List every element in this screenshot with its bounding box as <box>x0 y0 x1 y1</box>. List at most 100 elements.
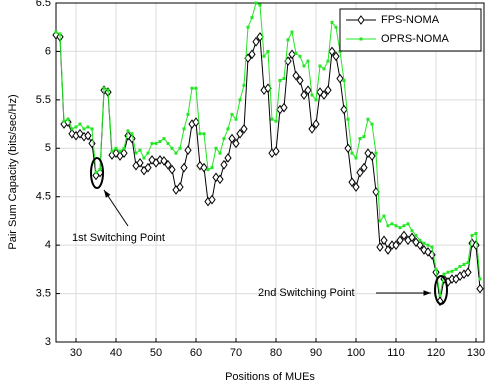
diamond-marker <box>316 87 324 97</box>
diamond-marker <box>252 36 260 47</box>
square-marker <box>442 272 446 276</box>
diamond-marker <box>216 174 224 185</box>
diamond-marker <box>160 156 168 166</box>
x-tick-label: 80 <box>270 347 282 359</box>
diamond-marker <box>468 238 476 249</box>
plot-frame <box>55 2 485 343</box>
diamond-marker <box>416 240 424 250</box>
diamond-marker <box>424 247 432 257</box>
x-tick-label: 90 <box>310 347 322 359</box>
square-marker <box>446 270 450 274</box>
x-tick-label: 110 <box>387 347 405 359</box>
diamond-marker <box>396 235 404 246</box>
diamond-marker <box>368 151 376 161</box>
x-tick-label: 130 <box>467 347 485 359</box>
y-tick-label: 4 <box>45 239 51 251</box>
diamond-marker <box>308 124 316 134</box>
diamond-marker <box>392 240 400 250</box>
square-marker <box>302 64 306 68</box>
square-marker <box>326 59 330 63</box>
square-marker <box>462 263 466 267</box>
diamond-marker <box>332 51 340 62</box>
x-tick-label: 30 <box>70 347 82 359</box>
square-marker <box>90 127 94 131</box>
square-marker <box>346 117 350 121</box>
legend-label: OPRS-NOMA <box>381 33 450 45</box>
square-marker <box>310 93 314 97</box>
square-marker <box>266 49 270 53</box>
square-marker <box>206 168 210 172</box>
arrow-head <box>104 190 111 198</box>
diamond-marker <box>400 230 408 241</box>
square-marker <box>374 151 378 155</box>
diamond-marker <box>228 133 236 144</box>
square-marker <box>94 171 98 174</box>
square-marker <box>222 137 226 141</box>
square-marker <box>166 141 170 145</box>
diamond-marker <box>292 70 300 81</box>
y-tick-label: 5.5 <box>36 94 51 106</box>
diamond-marker <box>220 159 228 170</box>
annotation-text: 2nd Switching Point <box>258 287 355 299</box>
y-tick-label: 4.5 <box>36 191 51 203</box>
square-marker <box>438 294 442 298</box>
plot-background <box>56 3 484 342</box>
diamond-marker <box>236 128 244 139</box>
diamond-marker <box>240 124 248 134</box>
square-marker <box>286 38 290 42</box>
annotation-ellipse <box>90 157 104 189</box>
diamond-marker <box>356 167 364 178</box>
diamond-marker <box>340 104 348 115</box>
square-marker <box>154 141 158 145</box>
square-marker <box>238 98 242 102</box>
annotation-ellipse <box>434 275 448 305</box>
annotation-text: 1st Switching Point <box>72 232 165 244</box>
square-marker <box>362 135 366 139</box>
square-marker <box>250 16 254 20</box>
square-marker <box>298 54 302 58</box>
square-marker <box>150 141 154 145</box>
square-marker <box>70 127 74 131</box>
square-marker <box>210 166 214 170</box>
square-marker <box>278 78 282 82</box>
diamond-marker <box>120 148 128 158</box>
square-marker <box>134 151 138 155</box>
square-marker <box>294 51 298 55</box>
diamond-marker <box>296 75 304 86</box>
square-marker <box>102 86 106 90</box>
square-marker <box>454 267 458 271</box>
square-marker <box>98 168 102 172</box>
square-marker <box>218 151 222 155</box>
square-marker <box>474 232 478 236</box>
x-tick-label: 40 <box>110 347 122 359</box>
square-marker <box>230 112 234 116</box>
diamond-marker <box>376 242 384 252</box>
diamond-marker <box>272 146 280 157</box>
square-marker <box>234 117 238 121</box>
square-marker <box>158 140 162 144</box>
square-marker <box>354 156 358 160</box>
y-tick-label: 5 <box>45 142 51 154</box>
square-marker <box>466 261 470 265</box>
square-marker <box>378 219 382 223</box>
y-axis-label: Pair Sum Capacity (bits/sec/Hz) <box>7 94 19 249</box>
legend: FPS-NOMA OPRS-NOMA <box>339 8 482 52</box>
diamond-marker <box>336 73 344 84</box>
diamond-marker <box>280 102 288 113</box>
square-marker <box>410 229 414 233</box>
diamond-marker <box>352 182 360 192</box>
x-tick-label: 60 <box>190 347 202 359</box>
diamond-marker <box>360 162 368 173</box>
square-marker <box>386 224 390 228</box>
square-marker <box>458 264 462 268</box>
square-marker <box>370 122 374 126</box>
square-marker <box>398 226 402 230</box>
square-marker <box>174 151 178 155</box>
square-marker <box>422 241 426 245</box>
square-marker <box>226 127 230 131</box>
square-marker <box>350 151 354 155</box>
square-marker <box>194 86 198 90</box>
diamond-marker <box>232 138 240 149</box>
square-marker <box>122 146 126 150</box>
